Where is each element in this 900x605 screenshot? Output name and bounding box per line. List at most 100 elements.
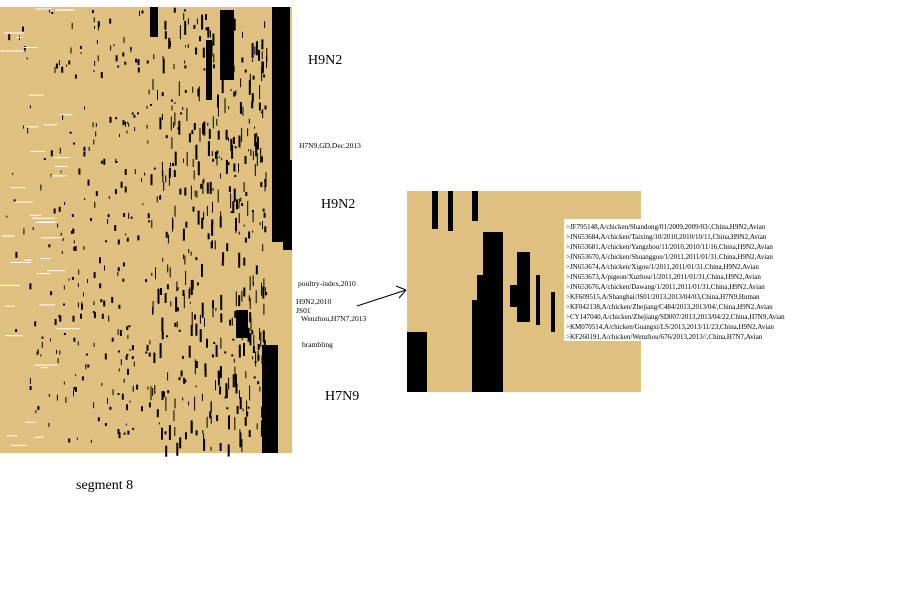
alignment-mark <box>41 336 44 339</box>
alignment-mark <box>56 349 58 354</box>
alignment-mark <box>247 128 249 137</box>
alignment-mark <box>141 406 143 412</box>
alignment-mark <box>201 302 204 318</box>
alignment-mark <box>178 329 181 332</box>
alignment-mark <box>234 373 237 387</box>
alignment-mark <box>97 25 99 31</box>
alignment-mark <box>90 218 92 222</box>
alignment-mark <box>195 385 197 388</box>
alignment-mark <box>161 317 164 332</box>
alignment-mark <box>247 201 249 216</box>
alignment-mark <box>123 378 125 383</box>
alignment-mark <box>183 377 186 384</box>
alignment-mark <box>222 252 225 262</box>
alignment-mark <box>43 158 46 160</box>
alignment-mark <box>63 333 66 335</box>
alignment-mark <box>58 206 61 212</box>
alignment-mark <box>196 18 198 25</box>
alignment-mark <box>246 411 249 417</box>
alignment-mark <box>262 330 265 343</box>
alignment-mark <box>125 355 128 360</box>
alignment-mark <box>68 438 71 443</box>
sequence-label: >JN653681,A/chicken/Yangzhou/11/2010,201… <box>566 243 773 251</box>
alignment-mark <box>123 432 126 435</box>
alignment-mark <box>215 307 217 311</box>
alignment-mark <box>210 241 213 249</box>
alignment-mark <box>201 393 203 401</box>
alignment-mark <box>73 390 74 397</box>
alignment-mark <box>238 198 240 204</box>
alignment-mark <box>105 240 108 243</box>
alignment-mark <box>100 160 103 164</box>
alignment-mark <box>167 264 169 273</box>
alignment-mark <box>255 290 257 304</box>
alignment-mark <box>195 144 198 160</box>
alignment-mark <box>59 350 61 355</box>
alignment-mark <box>88 146 90 151</box>
alignment-mark <box>176 307 179 312</box>
alignment-mark <box>162 257 164 262</box>
alignment-mark <box>132 385 134 392</box>
alignment-mark <box>224 98 226 114</box>
alignment-mark <box>239 432 242 448</box>
alignment-mark <box>264 355 267 369</box>
alignment-mark <box>126 404 128 411</box>
alignment-mark <box>238 163 239 173</box>
alignment-mark <box>206 182 209 194</box>
alignment-mark <box>203 438 206 451</box>
alignment-mark <box>243 224 245 227</box>
alignment-mark <box>104 265 105 271</box>
alignment-mark <box>238 252 241 268</box>
alignment-block <box>283 160 292 250</box>
alignment-mark <box>173 64 175 70</box>
alignment-mark <box>124 169 127 175</box>
alignment-mark <box>239 102 242 114</box>
alignment-mark <box>225 383 228 399</box>
alignment-mark <box>131 112 134 115</box>
alignment-mark <box>195 323 198 336</box>
alignment-mark <box>91 10 94 14</box>
zoom-block <box>432 191 438 229</box>
alignment-mark <box>214 151 217 159</box>
sequence-label: >JN653674,A/chicken/Xigou/1/2011,2011/01… <box>566 263 759 271</box>
zoom-block <box>407 332 427 392</box>
alignment-mark <box>111 296 114 303</box>
alignment-block <box>206 40 212 100</box>
alignment-mark <box>124 121 126 124</box>
alignment-mark <box>254 46 256 55</box>
alignment-mark <box>244 155 247 164</box>
alignment-mark <box>161 391 164 401</box>
zoom-block <box>472 300 502 392</box>
alignment-mark <box>200 183 203 189</box>
alignment-mark <box>222 33 225 37</box>
alignment-mark <box>194 359 196 375</box>
alignment-mark <box>170 301 172 307</box>
alignment-mark <box>259 222 261 226</box>
alignment-mark <box>207 122 209 126</box>
alignment-mark <box>134 169 136 175</box>
alignment-mark <box>219 443 222 451</box>
alignment-mark <box>129 400 131 403</box>
alignment-mark <box>180 112 183 115</box>
sequence-label: >JN653676,A/chicken/Dawang/1/2011,2011/0… <box>566 283 765 291</box>
alignment-mark <box>261 67 263 82</box>
alignment-mark <box>108 196 110 199</box>
alignment-gap <box>0 50 26 52</box>
alignment-mark <box>239 429 241 433</box>
alignment-mark <box>262 221 263 230</box>
alignment-mark <box>173 410 175 422</box>
alignment-mark <box>261 282 262 296</box>
alignment-mark <box>242 106 244 116</box>
alignment-mark <box>71 276 74 280</box>
alignment-mark <box>261 51 263 60</box>
zoom-block <box>448 191 453 231</box>
alignment-mark <box>167 390 170 394</box>
alignment-mark <box>219 386 222 395</box>
alignment-mark <box>255 265 258 275</box>
alignment-mark <box>248 295 250 302</box>
alignment-mark <box>252 211 254 223</box>
alignment-mark <box>175 296 178 312</box>
alignment-mark <box>236 199 238 210</box>
alignment-mark <box>174 426 176 436</box>
